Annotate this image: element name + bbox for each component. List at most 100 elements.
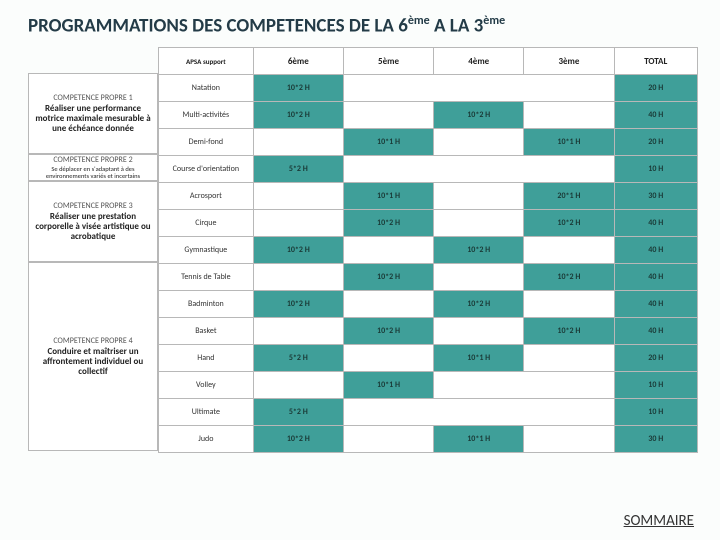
value-cell: 10*2 H	[253, 102, 343, 129]
table-row: Tennis de Table10*2 H10*2 H40 H	[159, 264, 698, 291]
empty-cell	[343, 237, 433, 264]
empty-cell	[524, 102, 614, 129]
activity-cell: Basket	[159, 318, 254, 345]
value-cell: 20 H	[614, 75, 697, 102]
table-row: Demi-fond10*1 H10*1 H20 H	[159, 129, 698, 156]
activity-cell: Gymnastique	[159, 237, 254, 264]
value-cell: 40 H	[614, 318, 697, 345]
value-cell: 10 H	[614, 399, 697, 426]
value-cell: 30 H	[614, 426, 697, 453]
empty-cell	[434, 183, 524, 210]
empty-cell	[343, 75, 614, 102]
table-row: Gymnastique10*2 H10*2 H40 H	[159, 237, 698, 264]
sommaire-link[interactable]: SOMMAIRE	[624, 512, 694, 530]
empty-cell	[434, 129, 524, 156]
empty-cell	[253, 129, 343, 156]
competence-desc: Conduire et maîtriser un affrontement in…	[29, 347, 157, 377]
value-cell: 30 H	[614, 183, 697, 210]
competence-slot: COMPETENCE PROPRE 3Réaliser une prestati…	[28, 181, 158, 262]
table-row: Natation10*2 H 20 H	[159, 75, 698, 102]
value-cell: 40 H	[614, 237, 697, 264]
competence-table: APSA support6ème5ème4ème3èmeTOTALNatatio…	[158, 47, 698, 453]
empty-cell	[524, 237, 614, 264]
competence-desc: Réaliser une prestation corporelle à vis…	[29, 212, 157, 242]
table-row: Basket10*2 H10*2 H40 H	[159, 318, 698, 345]
empty-cell	[524, 291, 614, 318]
empty-cell	[434, 264, 524, 291]
value-cell: 10*2 H	[434, 237, 524, 264]
activity-cell: Badminton	[159, 291, 254, 318]
value-cell: 20 H	[614, 345, 697, 372]
activity-cell: Course d'orientation	[159, 156, 254, 183]
table-column: APSA support6ème5ème4ème3èmeTOTALNatatio…	[158, 47, 698, 453]
empty-cell	[253, 318, 343, 345]
empty-cell	[343, 291, 433, 318]
value-cell: 5*2 H	[253, 399, 343, 426]
activity-cell: Tennis de Table	[159, 264, 254, 291]
value-cell: 10*1 H	[524, 129, 614, 156]
value-cell: 10*1 H	[434, 345, 524, 372]
activity-cell: Multi-activités	[159, 102, 254, 129]
table-row: Judo10*2 H10*1 H30 H	[159, 426, 698, 453]
competence-name: COMPETENCE PROPRE 3	[53, 201, 132, 211]
empty-cell	[253, 183, 343, 210]
activity-cell: Natation	[159, 75, 254, 102]
table-row: Course d'orientation5*2 H 10 H	[159, 156, 698, 183]
competence-name: COMPETENCE PROPRE 4	[53, 336, 132, 346]
value-cell: 10*2 H	[253, 237, 343, 264]
empty-cell	[343, 156, 614, 183]
table-row: Volley10*1 H10 H	[159, 372, 698, 399]
value-cell: 10*1 H	[343, 183, 433, 210]
competence-slot: COMPETENCE PROPRE 1Réaliser une performa…	[28, 73, 158, 154]
table-header: 5ème	[343, 48, 433, 75]
value-cell: 20 H	[614, 129, 697, 156]
value-cell: 10*2 H	[343, 318, 433, 345]
empty-cell	[343, 345, 433, 372]
value-cell: 20*1 H	[524, 183, 614, 210]
value-cell: 10*2 H	[434, 102, 524, 129]
competence-name: COMPETENCE PROPRE 1	[53, 93, 132, 103]
value-cell: 10*2 H	[343, 264, 433, 291]
table-header: APSA support	[159, 48, 254, 75]
empty-cell	[343, 399, 614, 426]
value-cell: 10*1 H	[343, 129, 433, 156]
activity-cell: Demi-fond	[159, 129, 254, 156]
empty-cell	[434, 372, 614, 399]
value-cell: 10*2 H	[434, 291, 524, 318]
value-cell: 10*1 H	[434, 426, 524, 453]
empty-cell	[343, 426, 433, 453]
value-cell: 40 H	[614, 291, 697, 318]
value-cell: 10*1 H	[343, 372, 433, 399]
table-row: Ultimate5*2 H 10 H	[159, 399, 698, 426]
value-cell: 10*2 H	[524, 264, 614, 291]
value-cell: 10*2 H	[253, 291, 343, 318]
value-cell: 10*2 H	[524, 318, 614, 345]
competence-column: COMPETENCE PROPRE 1Réaliser une performa…	[28, 47, 158, 453]
value-cell: 5*2 H	[253, 156, 343, 183]
value-cell: 10*2 H	[253, 426, 343, 453]
table-row: Multi-activités10*2 H10*2 H40 H	[159, 102, 698, 129]
value-cell: 40 H	[614, 264, 697, 291]
activity-cell: Volley	[159, 372, 254, 399]
table-header: 4ème	[434, 48, 524, 75]
activity-cell: Hand	[159, 345, 254, 372]
empty-cell	[524, 345, 614, 372]
activity-cell: Cirque	[159, 210, 254, 237]
value-cell: 40 H	[614, 210, 697, 237]
empty-cell	[434, 318, 524, 345]
activity-cell: Acrosport	[159, 183, 254, 210]
empty-cell	[253, 372, 343, 399]
value-cell: 10*2 H	[343, 210, 433, 237]
value-cell: 10*2 H	[253, 75, 343, 102]
activity-cell: Ultimate	[159, 399, 254, 426]
table-row: Acrosport 10*1 H 20*1 H30 H	[159, 183, 698, 210]
table-row: Badminton10*2 H10*2 H40 H	[159, 291, 698, 318]
page-title: PROGRAMMATIONS DES COMPETENCES DE LA 6èm…	[28, 14, 698, 37]
competence-desc: Se déplacer en s'adaptant à des environn…	[29, 166, 157, 180]
value-cell: 10 H	[614, 156, 697, 183]
table-row: Hand5*2 H 10*1 H 20 H	[159, 345, 698, 372]
competence-slot: COMPETENCE PROPRE 4Conduire et maîtriser…	[28, 262, 158, 451]
value-cell: 5*2 H	[253, 345, 343, 372]
table-header: 6ème	[253, 48, 343, 75]
empty-cell	[343, 102, 433, 129]
